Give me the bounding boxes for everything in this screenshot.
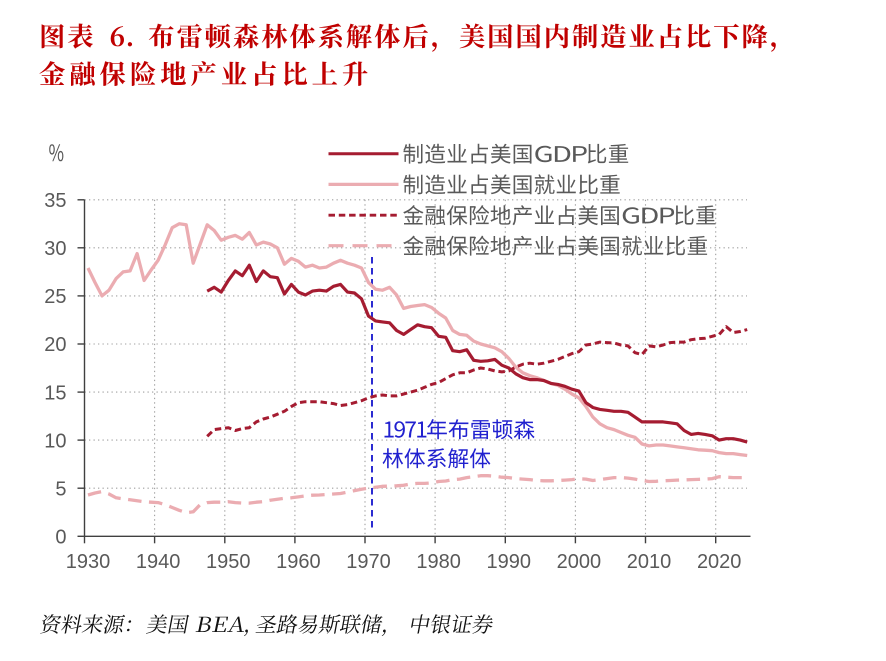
svg-text:15: 15 <box>44 382 66 404</box>
svg-text:1930: 1930 <box>66 551 111 573</box>
svg-text:20: 20 <box>44 334 66 356</box>
svg-text:2010: 2010 <box>627 551 672 573</box>
svg-text:2000: 2000 <box>557 551 602 573</box>
svg-text:1940: 1940 <box>136 551 181 573</box>
svg-text:30: 30 <box>44 238 66 260</box>
svg-text:2020: 2020 <box>697 551 742 573</box>
svg-text:0: 0 <box>55 527 66 549</box>
svg-text:5: 5 <box>55 478 66 500</box>
svg-text:25: 25 <box>44 286 66 308</box>
svg-text:35: 35 <box>44 190 66 212</box>
svg-text:1980: 1980 <box>416 551 461 573</box>
svg-text:1970: 1970 <box>346 551 391 573</box>
svg-text:1950: 1950 <box>206 551 251 573</box>
svg-text:1990: 1990 <box>487 551 532 573</box>
svg-text:10: 10 <box>44 430 66 452</box>
svg-text:1960: 1960 <box>276 551 321 573</box>
